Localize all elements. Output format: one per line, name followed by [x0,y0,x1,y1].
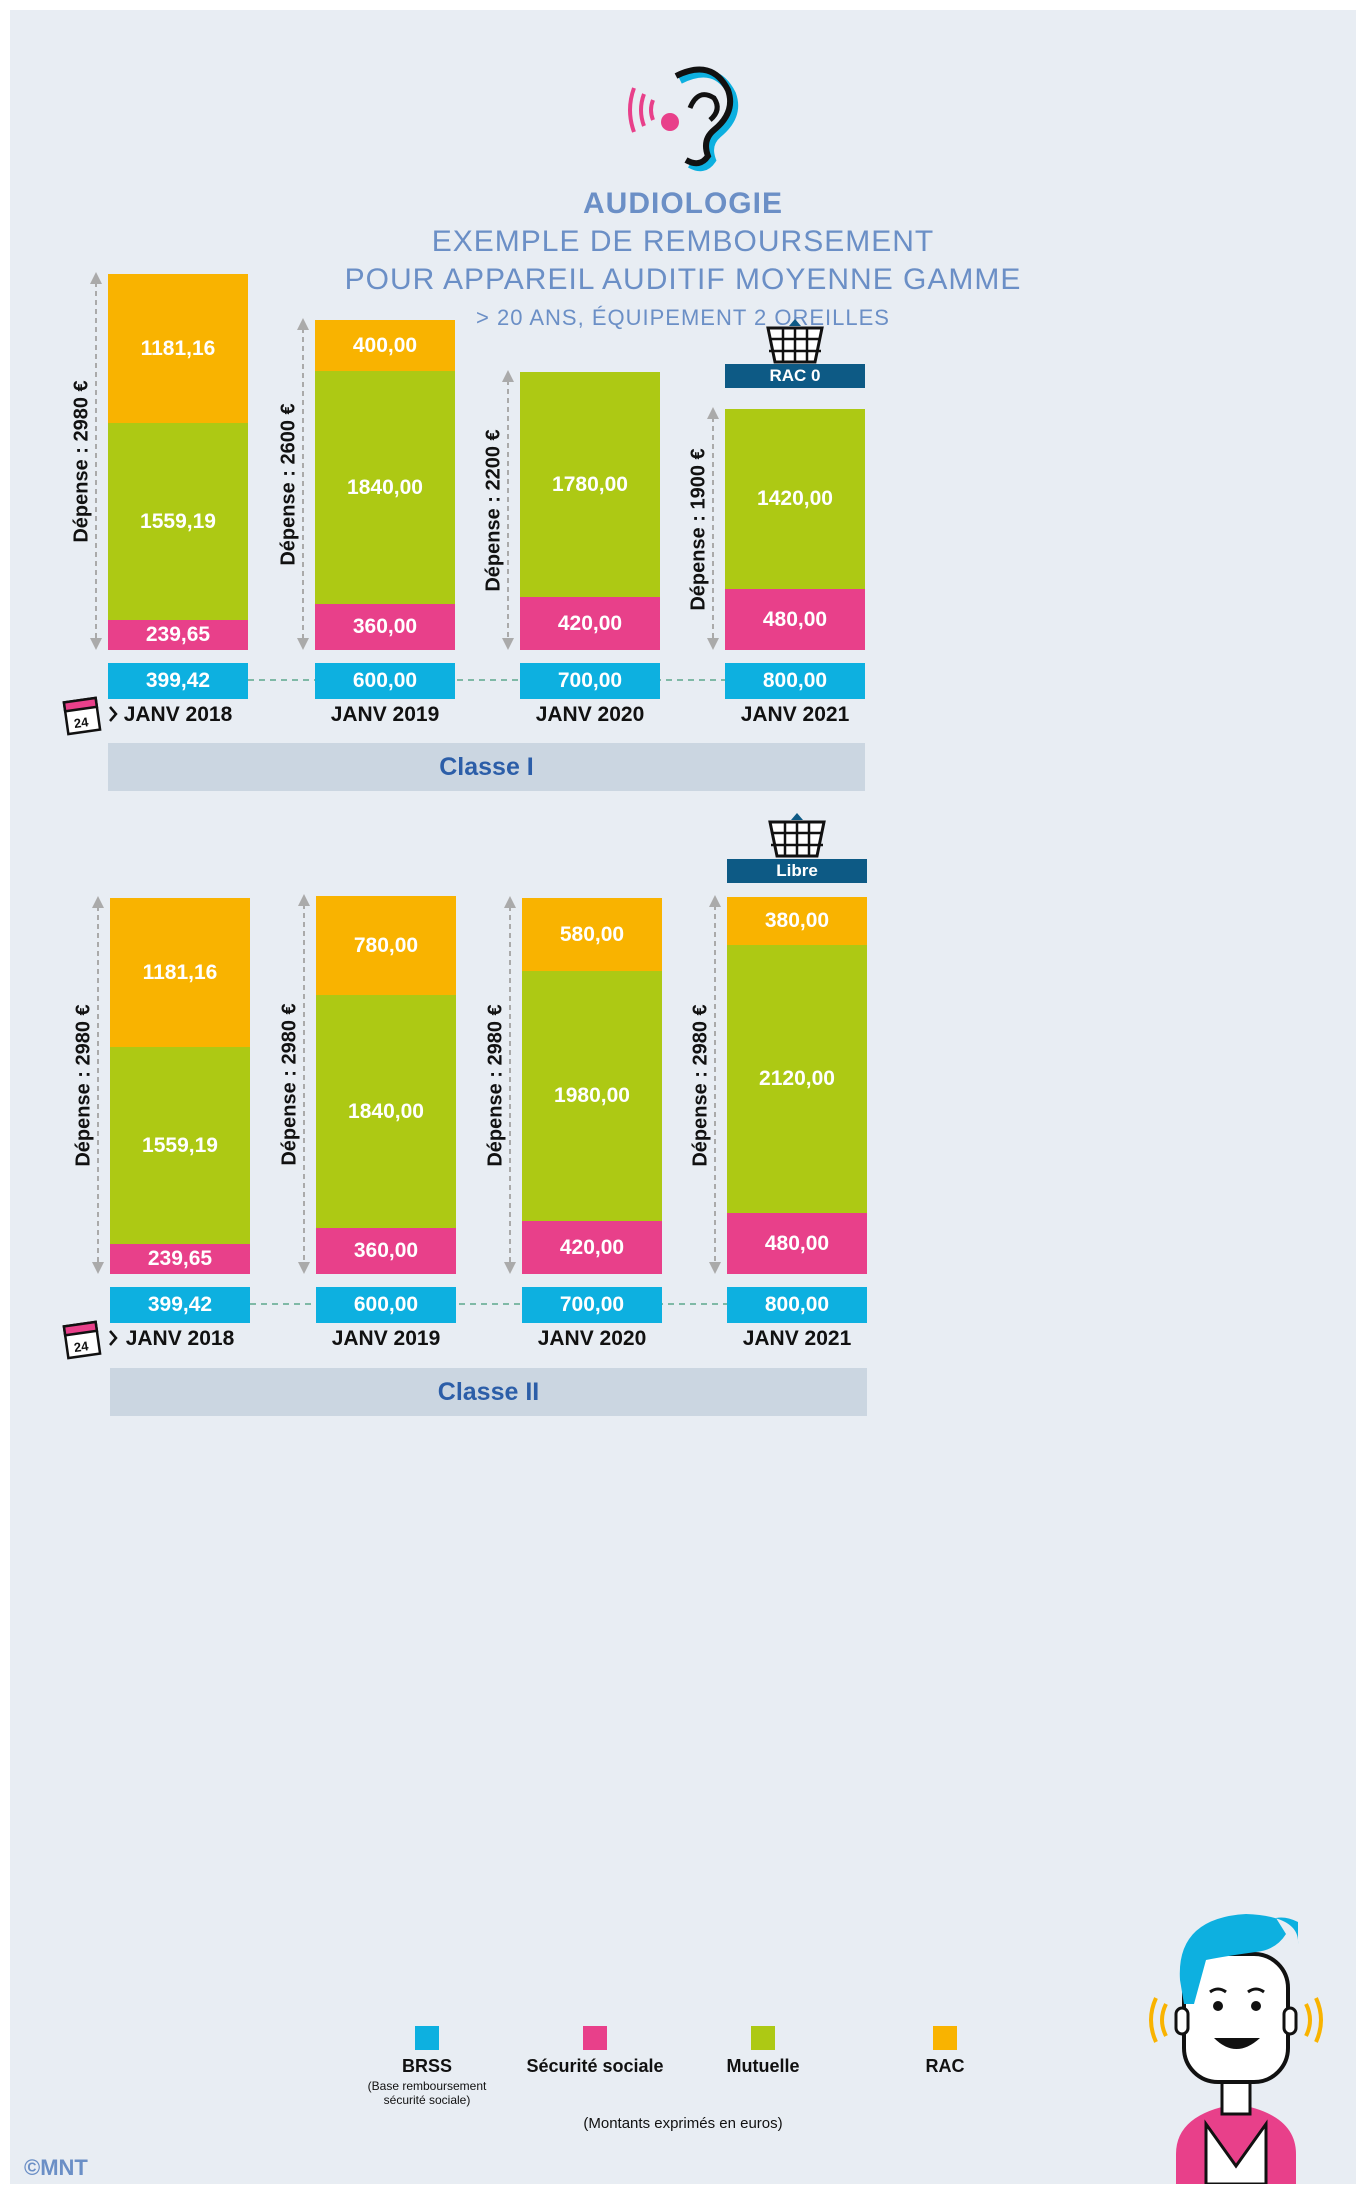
bar-segment-rac: 400,00 [315,320,455,371]
depense-arrow [298,894,310,1274]
bar-segment-mutuelle: 2120,00 [727,945,867,1213]
person-illustration [1149,1914,1323,2184]
bar-segment-mutuelle: 1840,00 [316,995,456,1228]
depense-arrow [92,896,104,1274]
bar-segment-secu: 239,65 [110,1244,250,1274]
bar-segment-secu: 239,65 [108,620,248,650]
basket-badge: Libre [727,859,867,883]
depense-label: Dépense : 2980 € [72,1004,95,1167]
class-label-bar: Classe I [108,743,865,791]
class-label-bar: Classe II [110,1368,867,1416]
bar-segment-rac: 1181,16 [110,898,250,1047]
depense-label: Dépense : 2980 € [70,380,93,543]
bar-segment-mutuelle: 1559,19 [108,423,248,620]
bar-segment-rac: 1181,16 [108,274,248,423]
depense-arrow [709,895,721,1274]
title-block: AUDIOLOGIE EXEMPLE DE REMBOURSEMENT POUR… [10,185,1356,335]
footnote: (Montants exprimés en euros) [583,2115,783,2132]
bar-segment-mutuelle: 1559,19 [110,1047,250,1244]
bar-segment-secu: 360,00 [315,604,455,650]
depense-label: Dépense : 2200 € [482,429,505,592]
brss-value-box: 399,42 [110,1287,250,1323]
bar-segment-secu: 420,00 [522,1221,662,1274]
legend-swatch-brss [415,2026,439,2050]
basket-badge: RAC 0 [725,364,865,388]
bar-segment-rac: 780,00 [316,896,456,995]
ear-icon [628,66,739,172]
basket-icon [768,813,826,858]
period-label: JANV 2020 [537,1327,647,1350]
legend-label-secu: Sécurité sociale [526,2056,664,2076]
subtitle-line-2: POUR APPAREIL AUDITIF MOYENNE GAMME [344,263,1022,296]
period-label: JANV 2021 [742,1327,852,1350]
legend-sublabel-brss: (Base remboursement sécurité sociale) [367,2079,487,2107]
bar-segment-rac: 380,00 [727,897,867,945]
depense-arrow [504,896,516,1274]
bar-segment-secu: 420,00 [520,597,660,650]
brss-value-box: 600,00 [316,1287,456,1323]
legend-label-rac: RAC [925,2056,965,2076]
legend-swatch-secu [583,2026,607,2050]
bar-segment-mutuelle: 1980,00 [522,971,662,1221]
depense-arrow [90,272,102,650]
legend-item-brss: BRSS (Base remboursement sécurité social… [307,2026,547,2107]
depense-label: Dépense : 2600 € [277,403,300,566]
svg-text:24: 24 [73,714,90,731]
subtitle-line-1: EXEMPLE DE REMBOURSEMENT [431,225,935,258]
infographic-page: AUDIOLOGIE EXEMPLE DE REMBOURSEMENT POUR… [10,10,1356,2184]
main-title: AUDIOLOGIE [582,187,783,220]
depense-arrow [707,407,719,650]
legend-item-mutuelle: Mutuelle [643,2026,883,2077]
depense-label: Dépense : 2980 € [484,1004,507,1167]
bar-segment-secu: 480,00 [725,589,865,650]
brss-value-box: 600,00 [315,663,455,699]
period-label: JANV 2021 [740,703,850,726]
period-label: JANV 2018 [123,703,233,726]
legend-swatch-mutuelle [751,2026,775,2050]
depense-arrow [502,370,514,650]
basket-icon [766,319,824,364]
bar-segment-rac: 580,00 [522,898,662,971]
period-label: JANV 2018 [125,1327,235,1350]
depense-label: Dépense : 2980 € [689,1003,712,1167]
legend-item-secu: Sécurité sociale [475,2026,715,2077]
legend-item-rac: RAC [825,2026,1065,2077]
bar-segment-mutuelle: 1840,00 [315,371,455,604]
legend-swatch-rac [933,2026,957,2050]
depense-label: Dépense : 2980 € [278,1003,301,1166]
depense-arrow [297,318,309,650]
brss-value-box: 800,00 [725,663,865,699]
brss-value-box: 800,00 [727,1287,867,1323]
bar-segment-secu: 480,00 [727,1213,867,1274]
brss-value-box: 700,00 [522,1287,662,1323]
depense-label: Dépense : 1900 € [687,447,710,611]
calendar-icon: 24 [62,696,118,736]
brss-value-box: 399,42 [108,663,248,699]
svg-text:24: 24 [73,1338,90,1355]
brss-value-box: 700,00 [520,663,660,699]
period-label: JANV 2019 [330,703,440,726]
bar-segment-secu: 360,00 [316,1228,456,1274]
period-label: JANV 2020 [535,703,645,726]
bar-segment-mutuelle: 1420,00 [725,409,865,589]
legend-label-mutuelle: Mutuelle [726,2056,800,2076]
calendar-icon: 24 [62,1320,118,1360]
subtitle-line-3: > 20 ANS, ÉQUIPEMENT 2 OREILLES [476,305,890,330]
legend-label-brss: BRSS [401,2056,452,2076]
period-label: JANV 2019 [331,1327,441,1350]
bar-segment-mutuelle: 1780,00 [520,372,660,597]
copyright: ©MNT [24,2155,88,2180]
